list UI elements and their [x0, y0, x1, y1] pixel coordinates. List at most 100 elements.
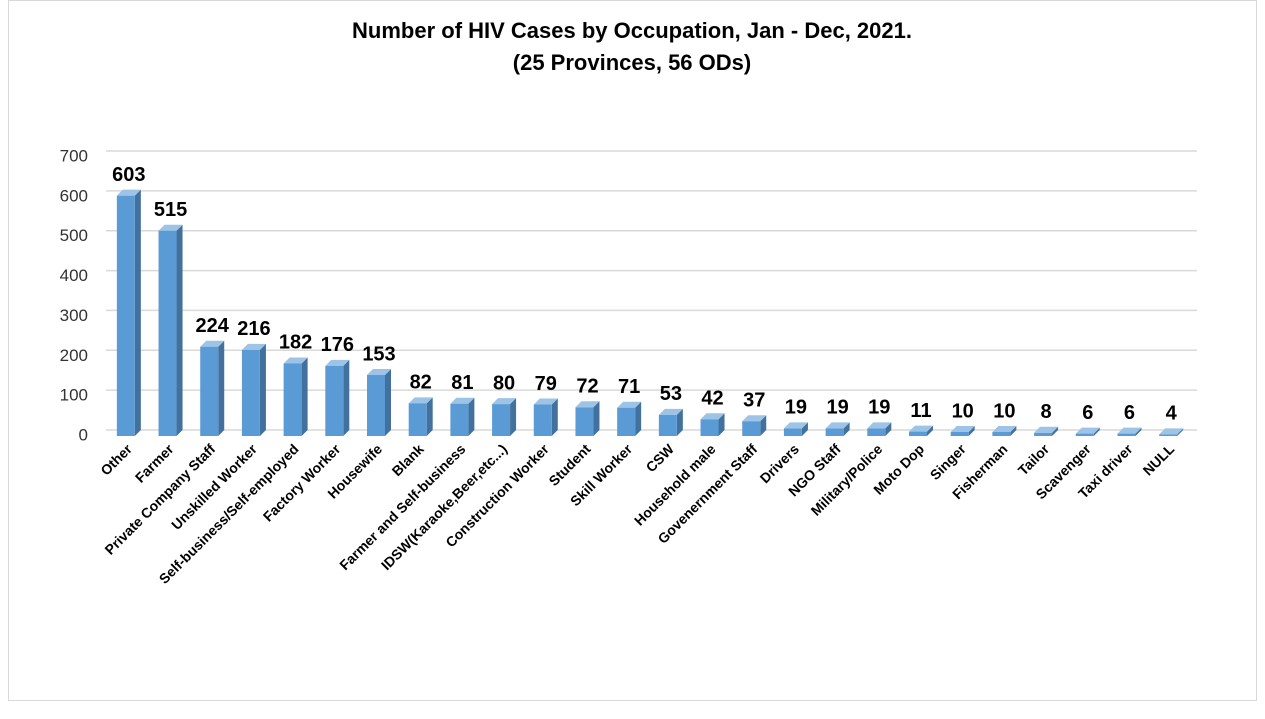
bar-side [343, 359, 350, 436]
bar-top [867, 422, 892, 429]
bar-front [617, 407, 636, 436]
data-label: 6 [1124, 402, 1135, 424]
bar-top [992, 426, 1017, 433]
bar-front [283, 363, 302, 436]
data-label: 80 [493, 372, 515, 394]
data-label: 153 [362, 343, 395, 365]
bar-side [1010, 426, 1017, 436]
bar [325, 359, 350, 436]
bar-top [1034, 426, 1059, 433]
chart-title: Number of HIV Cases by Occupation, Jan -… [352, 18, 912, 43]
data-label: 82 [410, 372, 432, 394]
bar [1159, 428, 1184, 436]
data-label: 216 [237, 318, 270, 340]
bar [158, 224, 183, 436]
bar-side [635, 401, 642, 436]
bar-top [241, 343, 266, 350]
bar-top [783, 422, 808, 429]
data-label: 71 [618, 376, 640, 398]
bar-side [927, 425, 933, 436]
bar [1075, 427, 1100, 436]
bar [950, 426, 975, 436]
bar [200, 340, 225, 436]
bar-top [367, 369, 391, 376]
bar-top [1117, 427, 1142, 434]
bar-front [492, 404, 511, 436]
bar-top [533, 398, 558, 405]
bar-front [200, 346, 219, 436]
bar [367, 369, 391, 436]
bar-top [492, 398, 517, 405]
bar-top [158, 224, 183, 231]
bar-front [950, 432, 969, 436]
y-tick-label: 500 [60, 226, 88, 245]
bar [241, 343, 266, 436]
bar-side [301, 357, 308, 436]
data-label: 10 [993, 400, 1015, 422]
bar-top [116, 189, 141, 196]
data-label: 603 [112, 164, 145, 186]
bar [1034, 426, 1059, 436]
bar [825, 422, 850, 436]
bar [408, 397, 433, 436]
bar [1117, 427, 1142, 436]
bar-side [1177, 428, 1184, 436]
bar-front [116, 195, 135, 436]
y-tick-label: 300 [60, 306, 88, 325]
bar-top [909, 425, 933, 432]
data-label: 79 [535, 373, 557, 395]
y-tick-label: 700 [60, 146, 88, 165]
bar-side [259, 343, 266, 436]
bar-top [200, 340, 225, 347]
data-label: 515 [154, 199, 187, 221]
bar-front [241, 349, 260, 436]
bar [992, 426, 1017, 436]
bar-side [426, 397, 433, 436]
bar-side [551, 398, 558, 436]
data-label: 8 [1041, 401, 1052, 423]
bar-front [825, 428, 844, 436]
bar-side [885, 422, 892, 436]
data-label: 224 [196, 315, 230, 337]
y-tick-label: 600 [60, 186, 88, 205]
y-tick-label: 0 [79, 425, 88, 444]
bar-front [367, 375, 385, 436]
bar-front [909, 431, 927, 436]
bar-top [617, 401, 642, 408]
bar-side [760, 415, 767, 436]
bar-side [510, 398, 517, 436]
bar-front [1159, 434, 1178, 436]
data-label: 11 [910, 400, 931, 422]
bar [283, 357, 308, 436]
bar-side [218, 340, 225, 436]
data-label: 19 [785, 397, 807, 419]
bar-side [176, 224, 183, 436]
bar-top [283, 357, 308, 364]
bar-top [742, 415, 767, 422]
bar [533, 398, 558, 436]
data-label: 72 [576, 376, 598, 398]
bar-top [408, 397, 433, 404]
bar-side [843, 422, 850, 436]
bar-front [158, 230, 177, 436]
bar-top [325, 359, 350, 366]
bar-front [575, 407, 594, 436]
bar [700, 413, 725, 436]
bar-top [658, 408, 683, 415]
bar-side [1135, 427, 1142, 436]
bar-front [325, 365, 344, 436]
bar-front [533, 404, 552, 436]
bar-top [1159, 428, 1184, 435]
bar-side [801, 422, 808, 436]
data-label: 6 [1082, 402, 1093, 424]
bar [492, 398, 517, 436]
bar-side [468, 397, 475, 436]
bar [617, 401, 642, 436]
bar-side [1093, 427, 1100, 436]
bar-side [718, 413, 725, 436]
data-label: 42 [701, 388, 723, 410]
data-label: 176 [321, 334, 354, 356]
bar-front [1075, 433, 1094, 436]
data-label: 4 [1166, 403, 1178, 425]
